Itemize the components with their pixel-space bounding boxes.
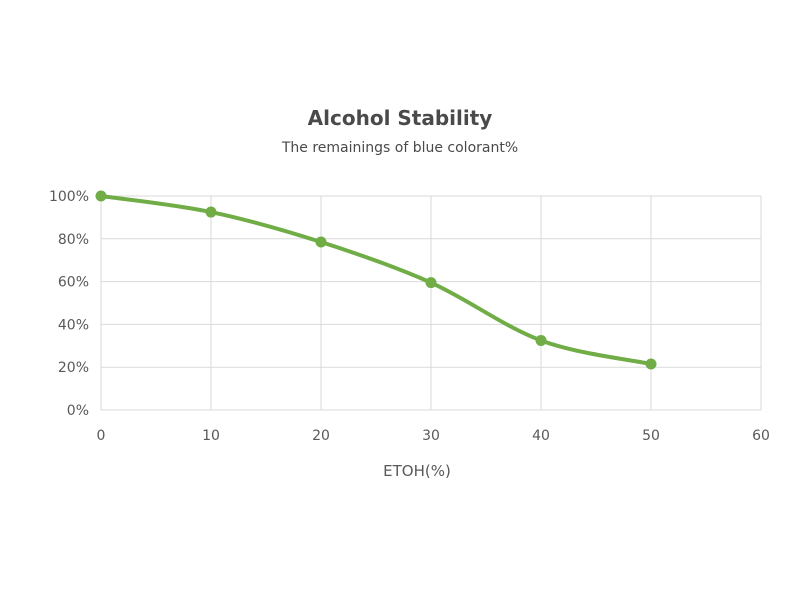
x-tick-label: 0 xyxy=(97,428,106,444)
data-point xyxy=(425,277,437,289)
x-tick-label: 50 xyxy=(642,428,660,444)
x-tick-label: 60 xyxy=(752,428,770,444)
x-tick-label: 40 xyxy=(532,428,550,444)
y-tick-label: 80% xyxy=(58,232,89,248)
x-axis-label: ETOH(%) xyxy=(383,462,451,480)
data-point xyxy=(205,206,217,218)
tick-labels: 0% 20% 40% 60% 80% 100% 0 10 20 30 40 50 60 xyxy=(49,189,770,444)
gridlines xyxy=(100,195,762,411)
chart-subtitle: The remainings of blue colorant% xyxy=(281,140,519,156)
y-tick-label: 60% xyxy=(58,275,89,291)
chart-title: Alcohol Stability xyxy=(307,106,493,130)
x-tick-label: 30 xyxy=(422,428,440,444)
y-tick-label: 0% xyxy=(67,403,89,419)
x-tick-label: 20 xyxy=(312,428,330,444)
y-tick-label: 100% xyxy=(49,189,89,205)
data-point xyxy=(535,334,547,346)
x-tick-label: 10 xyxy=(202,428,220,444)
y-tick-label: 20% xyxy=(58,360,89,376)
data-point xyxy=(645,358,657,370)
data-point xyxy=(95,190,107,202)
y-tick-label: 40% xyxy=(58,317,89,333)
data-point xyxy=(315,236,327,248)
series-line xyxy=(99,194,653,366)
data-points xyxy=(95,190,657,370)
